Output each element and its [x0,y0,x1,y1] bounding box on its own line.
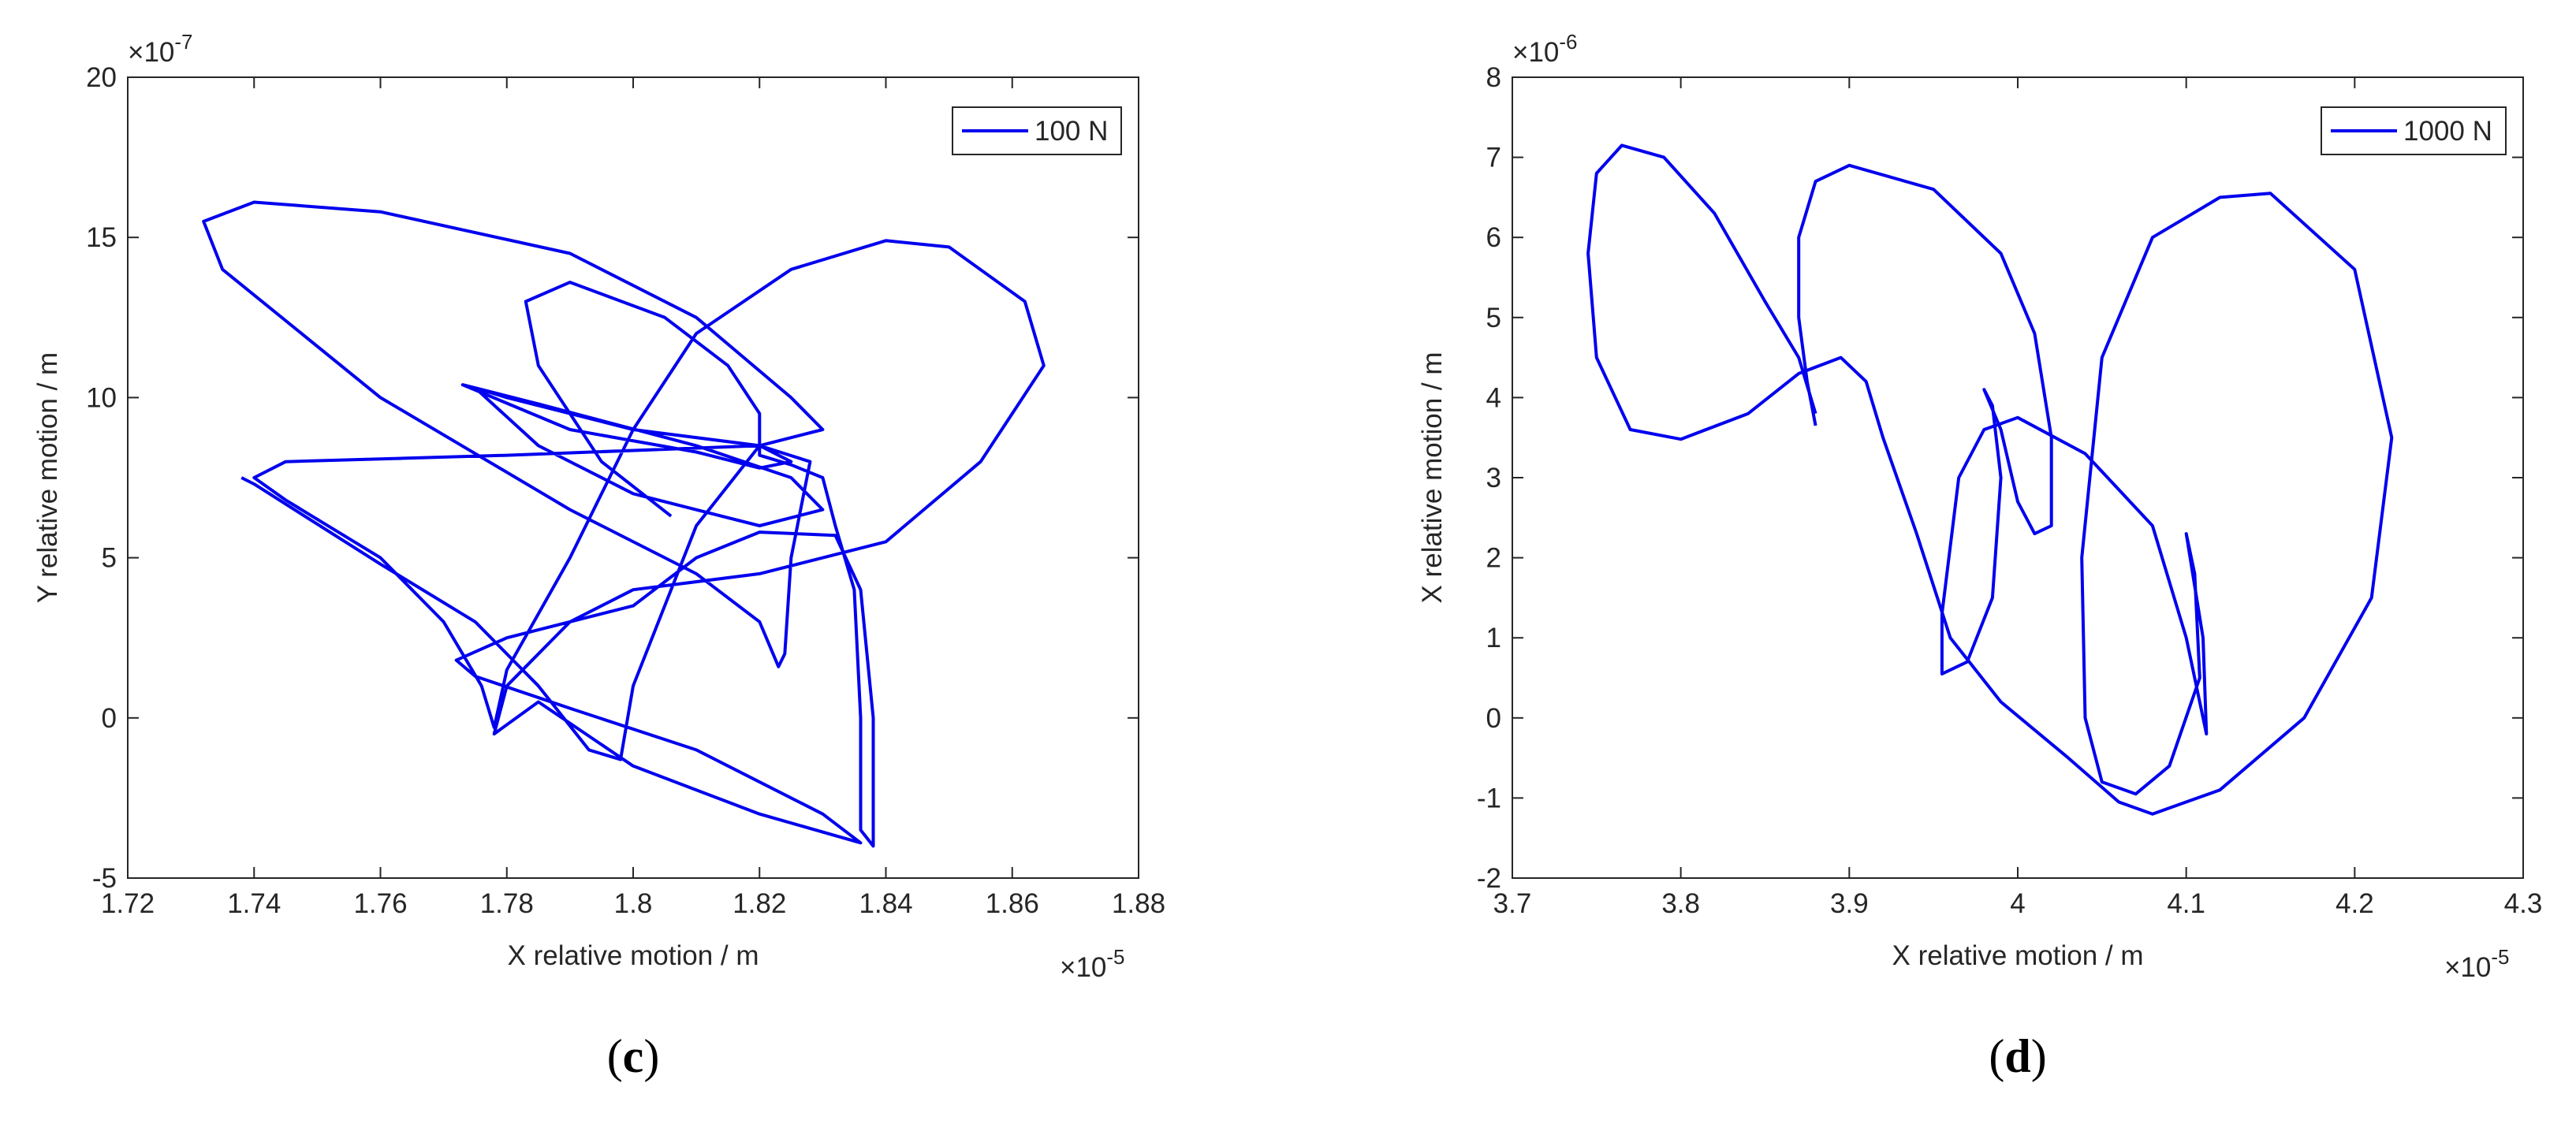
caption-part: ) [643,1030,659,1082]
y-tick-label: -5 [92,863,117,894]
y-tick-label: 4 [1486,382,1501,413]
x-multiplier: ×10-5 [1060,945,1125,983]
x-tick-label: 1.88 [1112,888,1165,919]
y-tick-label: 10 [86,382,117,413]
y-tick-label: 6 [1486,222,1501,253]
chart-panel: 1.72 1.74 1.76 1.78 1.8 1.82 1.84 1.86 1.88 -5 0 5 1… [32,30,1165,1082]
caption-part: d [2004,1030,2030,1082]
legend-label: 1000 N [2403,116,2492,147]
x-tick-label: 4.1 [2167,888,2205,919]
y-axis-label: Y relative motion / m [32,352,63,603]
x-axis-label: X relative motion / m [1892,940,2144,971]
caption-part: ) [2031,1030,2047,1082]
x-tick-label: 1.86 [986,888,1039,919]
x-tick-label: 4.2 [2336,888,2374,919]
x-axis-label: X relative motion / m [508,940,759,971]
x-multiplier: ×10-5 [2444,945,2510,983]
y-tick-label: 20 [86,62,117,93]
caption: (d) [1989,1030,2046,1082]
multiplier-base: ×10 [1060,952,1106,983]
x-tick-label: 1.82 [733,888,786,919]
y-tick-label: 7 [1486,143,1501,173]
y-tick-label: 5 [102,543,117,574]
x-tick-label: 3.7 [1493,888,1532,919]
y-tick-label: 3 [1486,463,1501,493]
y-tick-label: 0 [102,703,117,734]
x-tick-label: 4 [2010,888,2025,919]
x-tick-label: 1.72 [101,888,155,919]
x-tick-label: 3.9 [1830,888,1869,919]
multiplier-power: -6 [1559,30,1577,54]
x-tick-label: 1.76 [353,888,407,919]
caption: (c) [607,1030,660,1082]
y-tick-label: 8 [1486,62,1501,93]
plot-area [127,76,1139,879]
data-line [1586,143,2394,816]
caption-part: c [623,1030,644,1082]
y-axis-label: X relative motion / m [1417,352,1448,604]
y-multiplier: ×10-7 [128,30,193,68]
x-tick-label: 1.78 [480,888,534,919]
x-tick-label: 1.74 [227,888,281,919]
plot-area [1512,76,2524,879]
y-tick-label: 15 [86,222,117,253]
y-tick-label: 5 [1486,303,1501,333]
y-tick-label: 1 [1486,623,1501,653]
multiplier-power: -5 [1106,945,1124,969]
chart-panel: 3.7 3.8 3.9 4 4.1 4.2 4.3 -2 -1 0 1 2 3 4 5 6 7 8 X relati… [1417,30,2542,1082]
legend-label: 100 N [1035,116,1108,147]
y-tick-label: 0 [1486,703,1501,734]
multiplier-base: ×10 [1512,37,1559,68]
x-tick-label: 3.8 [1661,888,1700,919]
multiplier-power: -7 [174,30,192,54]
y-tick-label: 2 [1486,543,1501,574]
multiplier-base: ×10 [2444,952,2491,983]
x-tick-label: 1.84 [859,888,912,919]
caption-part: ( [607,1030,623,1082]
multiplier-base: ×10 [128,37,174,68]
y-tick-label: -2 [1477,863,1501,894]
data-line [202,200,1046,848]
y-multiplier: ×10-6 [1512,30,1578,68]
y-tick-label: -1 [1477,783,1501,813]
multiplier-power: -5 [2491,945,2509,969]
caption-part: ( [1989,1030,2004,1082]
x-tick-label: 4.3 [2504,888,2543,919]
x-tick-label: 1.8 [614,888,653,919]
